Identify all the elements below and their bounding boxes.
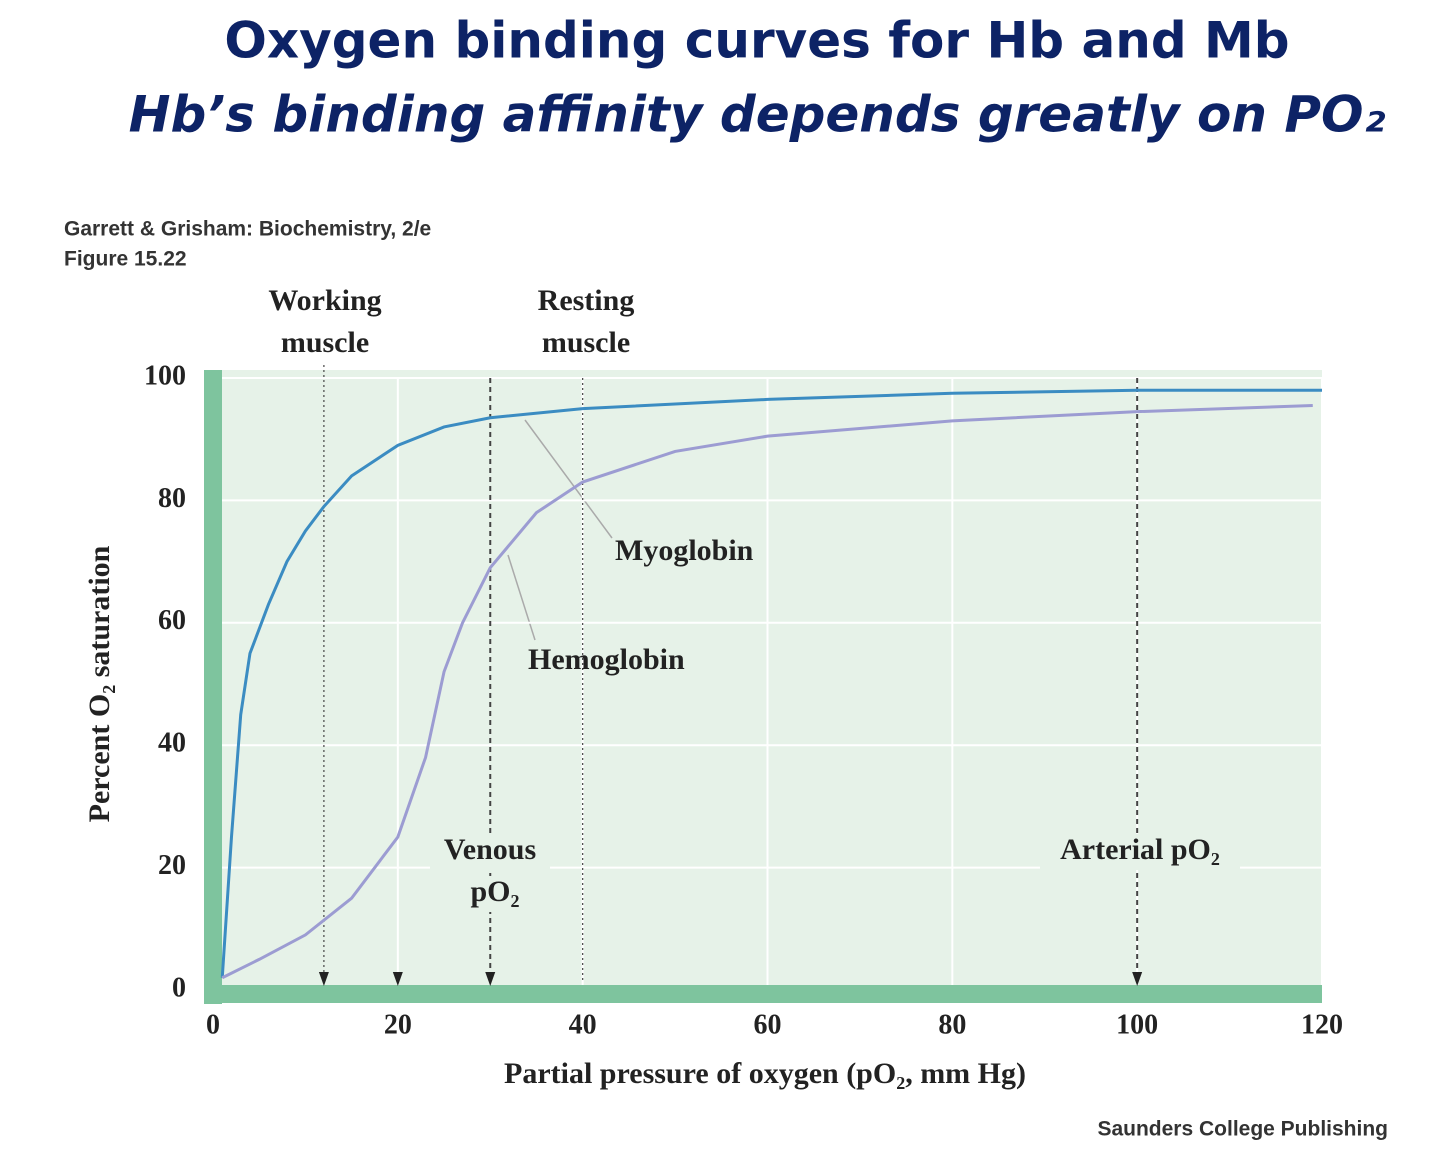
- label-bg: [435, 876, 555, 912]
- series-label: Hemoglobin: [528, 643, 685, 676]
- subtitle: Hb’s binding affinity depends greatly on…: [129, 86, 1386, 144]
- arrow: [1132, 972, 1143, 986]
- x-axis-label: Partial pressure of oxygen (pO₂, mm Hg): [504, 1057, 1026, 1090]
- x-tick-label: 120: [1301, 1009, 1343, 1040]
- line: [220, 388, 1322, 978]
- arrow: [318, 972, 329, 986]
- source: Figure 15.22: [64, 248, 187, 271]
- x-tick-label: 60: [754, 1009, 782, 1040]
- y-tick-label: 80: [158, 483, 186, 514]
- x-tick-label: 0: [206, 1009, 220, 1040]
- title: Oxygen binding curves for Hb and Mb: [224, 12, 1289, 70]
- x-tick-label: 100: [1116, 1009, 1158, 1040]
- annotation: Venous: [444, 833, 536, 866]
- x-axis: [204, 985, 1322, 1003]
- annotation: muscle: [281, 326, 369, 359]
- annotation: Arterial pO₂: [1060, 833, 1220, 866]
- y-axis-label: Percent O₂ saturation: [83, 545, 116, 822]
- arrow: [485, 972, 496, 986]
- x-tick-label: 20: [384, 1009, 412, 1040]
- y-axis: [204, 370, 222, 1004]
- y-tick-label: 100: [144, 360, 186, 391]
- annotation: Resting: [538, 284, 635, 317]
- y-tick-label: 20: [158, 850, 186, 881]
- y-tick-label: 60: [158, 605, 186, 636]
- y-tick-label: 0: [172, 972, 186, 1003]
- annotation: muscle: [542, 326, 630, 359]
- leader-line: [507, 554, 536, 641]
- source: Garrett & Grisham: Biochemistry, 2/e: [64, 218, 431, 241]
- arrow: [392, 972, 403, 986]
- annotation: Working: [268, 284, 381, 317]
- label-bg: [1040, 834, 1240, 870]
- line: [221, 404, 1313, 980]
- leader-line: [524, 419, 613, 539]
- credit: Saunders College Publishing: [1097, 1118, 1388, 1141]
- label-bg: [430, 834, 550, 870]
- x-tick-label: 40: [569, 1009, 597, 1040]
- y-tick-label: 40: [158, 728, 186, 759]
- x-tick-label: 80: [938, 1009, 966, 1040]
- series-label: Myoglobin: [615, 534, 754, 567]
- annotation: pO₂: [470, 875, 519, 908]
